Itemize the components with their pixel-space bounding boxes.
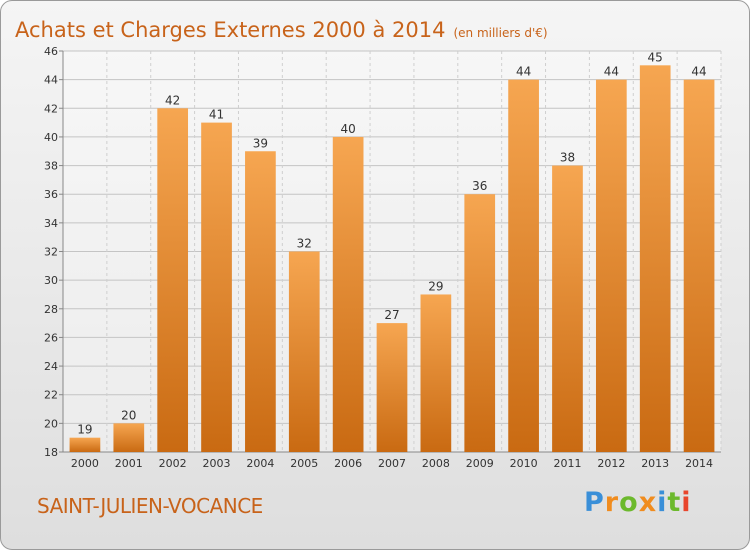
y-tick-label: 46	[44, 45, 58, 58]
bar-2008	[420, 294, 452, 452]
bar-2004	[245, 151, 276, 452]
bar-2003	[201, 122, 232, 452]
bars	[69, 65, 715, 453]
bar-2000	[69, 437, 101, 452]
bar-2011	[552, 165, 583, 453]
x-tick-label-2014: 2014	[685, 457, 713, 470]
value-label-2003: 41	[209, 108, 224, 122]
value-label-2001: 20	[121, 408, 136, 422]
bar-2002	[157, 108, 189, 453]
logo-letter: t	[667, 487, 682, 518]
value-label-2004: 39	[253, 136, 268, 150]
x-tick-label-2006: 2006	[334, 457, 362, 470]
town-name: SAINT-JULIEN-VOCANCE	[37, 494, 263, 518]
logo-letter: r	[604, 487, 620, 518]
x-tick-label-2008: 2008	[422, 457, 450, 470]
y-tick-label: 44	[44, 74, 58, 87]
y-tick-label: 32	[44, 246, 58, 259]
proxiti-logo: Proxiti	[584, 487, 692, 518]
y-tick-label: 42	[44, 102, 58, 115]
bar-2007	[376, 323, 408, 452]
value-label-2002: 42	[165, 93, 180, 107]
labels: 18 20 22 24 26 28 30 32 34 36 38 40 42 44 46 19 2000 20 20…	[44, 45, 713, 470]
y-tick-label: 34	[44, 217, 58, 230]
logo-letter: i	[681, 487, 692, 518]
y-tick-label: 18	[44, 446, 58, 459]
logo-letter: P	[584, 487, 605, 518]
logo-letter: i	[657, 487, 668, 518]
chart-title-block: Achats et Charges Externes 2000 à 2014 (e…	[15, 7, 548, 45]
bar-2013	[639, 65, 671, 453]
x-tick-label-2003: 2003	[203, 457, 231, 470]
y-tick-label: 40	[44, 131, 58, 144]
bar-2014	[683, 79, 715, 453]
bar-2010	[508, 79, 539, 453]
x-tick-label-2007: 2007	[378, 457, 406, 470]
value-label-2011: 38	[560, 151, 575, 165]
logo-letter: o	[619, 487, 639, 518]
y-tick-label: 22	[44, 389, 58, 402]
x-tick-label-2005: 2005	[290, 457, 318, 470]
bar-2006	[332, 136, 364, 452]
value-label-2005: 32	[297, 237, 312, 251]
x-tick-label-2002: 2002	[159, 457, 187, 470]
bar-2012	[595, 79, 627, 453]
value-label-2009: 36	[472, 179, 487, 193]
chart-title: Achats et Charges Externes 2000 à 2014	[15, 18, 446, 42]
y-tick-label: 36	[44, 188, 58, 201]
value-label-2008: 29	[428, 279, 443, 293]
value-label-2012: 44	[604, 65, 619, 79]
value-label-2006: 40	[340, 122, 355, 136]
y-tick-label: 20	[44, 417, 58, 430]
chart-unit: (en milliers d'€)	[453, 26, 548, 40]
value-label-2007: 27	[384, 308, 399, 322]
x-tick-label-2013: 2013	[641, 457, 669, 470]
value-label-2010: 44	[516, 65, 531, 79]
value-label-2013: 45	[648, 50, 663, 64]
logo-letter: x	[638, 487, 658, 518]
bar-2005	[288, 251, 320, 452]
y-tick-label: 24	[44, 360, 58, 373]
y-tick-label: 30	[44, 274, 58, 287]
bar-2009	[464, 194, 496, 452]
x-tick-label-2012: 2012	[597, 457, 625, 470]
x-tick-label-2001: 2001	[115, 457, 143, 470]
y-tick-label: 38	[44, 160, 58, 173]
x-tick-label-2011: 2011	[553, 457, 581, 470]
bar-2001	[113, 423, 145, 452]
y-tick-label: 26	[44, 331, 58, 344]
value-label-2014: 44	[691, 65, 706, 79]
x-tick-label-2010: 2010	[510, 457, 538, 470]
value-label-2000: 19	[77, 423, 92, 437]
x-tick-label-2004: 2004	[246, 457, 274, 470]
x-tick-label-2009: 2009	[466, 457, 494, 470]
x-tick-label-2000: 2000	[71, 457, 99, 470]
y-tick-label: 28	[44, 303, 58, 316]
